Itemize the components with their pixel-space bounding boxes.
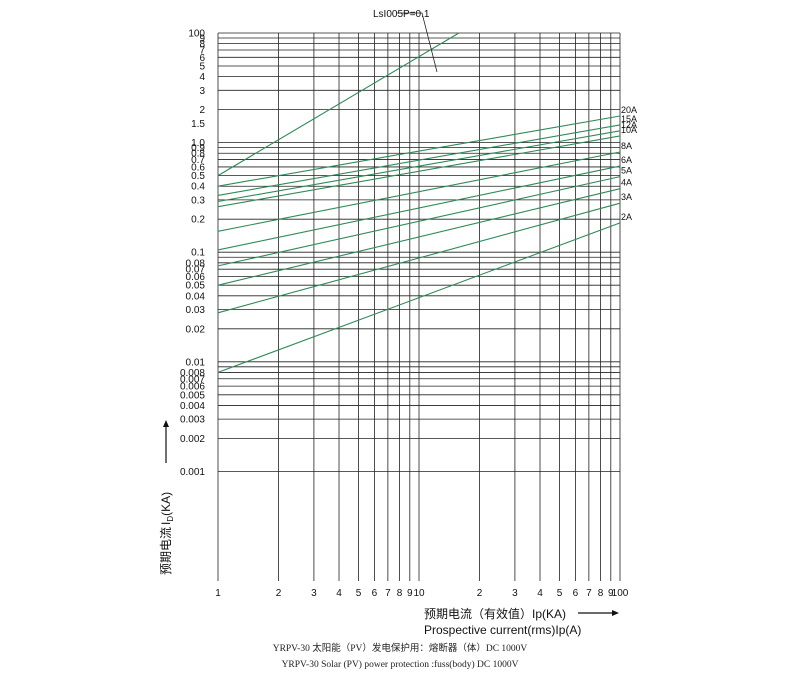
x-axis-title: 预期电流（有效值）Ip(KA) Prospective current(rms)… [424, 606, 619, 637]
y-tick-label: 0.07 [186, 265, 206, 276]
y-tick-label: 0.003 [180, 415, 205, 426]
y-axis-arrow-head [163, 420, 169, 427]
curve-label-20a: 20A [621, 105, 637, 115]
ylabel-unit: (KA) [159, 492, 173, 516]
x-tick-label: 3 [512, 588, 518, 599]
x-tick-label: 9 [407, 588, 413, 599]
y-tick-label: 0.04 [186, 291, 206, 302]
series-line-8a [217, 151, 621, 232]
y-tick-label: 6 [199, 53, 205, 64]
x-tick-label: 5 [356, 588, 362, 599]
ylabel-i: I [159, 522, 173, 525]
series-line-20a [217, 115, 621, 187]
series-line-12a [217, 130, 621, 203]
x-tick-label: 8 [397, 588, 403, 599]
ylabel: 预期电流 ID(KA) [159, 492, 175, 575]
y-tick-label: 0.06 [186, 272, 206, 283]
x-tick-label: 1 [215, 588, 221, 599]
x-tick-label: 2 [276, 588, 282, 599]
grid [217, 32, 621, 581]
x-tick-label: 100 [612, 588, 629, 599]
xlabel-en: Prospective current(rms)Ip(A) [424, 623, 581, 637]
curve-label-10a: 10A [621, 125, 637, 135]
y-tick-label: 0.007 [180, 374, 205, 385]
y-tick-label: 0.5 [191, 171, 205, 182]
y-tick-label: 0.006 [180, 382, 205, 393]
series-line-5a [217, 176, 621, 267]
annotation-label: LsI005P=0.1 [373, 9, 430, 20]
series-line-4a [217, 188, 621, 286]
y-tick-label: 4 [199, 72, 205, 83]
y-tick-label: 5 [199, 61, 205, 72]
y-tick-label: 8 [199, 39, 205, 50]
y-tick-label: 0.9 [191, 143, 205, 154]
y-tick-label: 0.3 [191, 195, 205, 206]
y-tick-label: 0.02 [186, 324, 206, 335]
annotation-leader [396, 12, 438, 73]
curve-label-4a: 4A [621, 178, 632, 188]
curve-label-6a: 6A [621, 155, 632, 165]
curve-label-8a: 8A [621, 141, 632, 151]
series-lines [217, 32, 621, 373]
caption-english: YRPV-30 Solar (PV) power protection :fus… [281, 660, 519, 670]
x-tick-label: 7 [385, 588, 391, 599]
y-axis-title: 预期电流 ID(KA) [159, 420, 175, 575]
series-line-10a [217, 135, 621, 208]
xlabel-cn: 预期电流（有效值）Ip(KA) [424, 606, 566, 621]
y-tick-label: 0.001 [180, 467, 205, 478]
x-tick-label: 6 [372, 588, 378, 599]
y-tick-label: 3 [199, 86, 205, 97]
y-tick-label: 0.05 [186, 281, 206, 292]
chart: 1 2 3 4 5 6 7 8 9 10 2 3 4 5 6 7 8 9100100987654321.51.00… [159, 9, 637, 637]
ylabel-cn: 预期电流 [159, 527, 173, 575]
y-tick-label: 9 [199, 34, 205, 45]
y-tick-label: 0.002 [180, 434, 205, 445]
y-tick-label: 0.004 [180, 401, 205, 412]
x-tick-label: 8 [598, 588, 604, 599]
y-tick-label: 100 [188, 29, 205, 40]
x-tick-label: 4 [537, 588, 543, 599]
x-tick-label: 4 [336, 588, 342, 599]
x-tick-label: 5 [557, 588, 563, 599]
y-tick-label: 0.7 [191, 155, 205, 166]
y-tick-label: 0.4 [191, 182, 205, 193]
y-tick-label: 0.6 [191, 162, 205, 173]
curve-label-5a: 5A [621, 166, 632, 176]
curve-label-3a: 3A [621, 192, 632, 202]
tick-labels: 1 2 3 4 5 6 7 8 9 10 2 3 4 5 6 7 8 9100100987654321.51.00… [180, 29, 629, 600]
y-tick-label: 1.5 [191, 119, 205, 130]
y-tick-label: 0.008 [180, 368, 205, 379]
x-tick-label: 3 [311, 588, 317, 599]
series-line-2a [217, 222, 621, 373]
x-tick-label: 10 [413, 588, 425, 599]
y-tick-label: 1.0 [191, 138, 205, 149]
series-line-lsi005p-0-1 [217, 32, 460, 177]
x-tick-label: 2 [477, 588, 483, 599]
curve-label-2a: 2A [621, 212, 632, 222]
caption-chinese: YRPV-30 太阳能（PV）发电保护用：熔断器（体）DC 1000V [272, 644, 528, 654]
y-tick-label: 0.1 [191, 248, 205, 259]
y-tick-label: 0.08 [186, 258, 206, 269]
curve-label-12a: 12A [621, 120, 637, 130]
y-tick-label: 7 [199, 45, 205, 56]
series-line-6a [217, 165, 621, 251]
x-tick-label: 7 [586, 588, 592, 599]
y-tick-label: 0.8 [191, 149, 205, 160]
y-tick-label: 0.005 [180, 390, 205, 401]
y-tick-label: 0.03 [186, 305, 206, 316]
curve-label-15a: 15A [621, 114, 637, 124]
ylabel-sub: D [166, 516, 175, 522]
series-line-3a [217, 202, 621, 314]
x-axis-arrow-head [612, 610, 619, 616]
y-tick-label: 0.2 [191, 215, 205, 226]
y-tick-label: 0.01 [186, 357, 206, 368]
series-line-15a [217, 124, 621, 196]
y-tick-label: 2 [199, 105, 205, 116]
x-tick-label: 6 [573, 588, 579, 599]
x-tick-label: 9 [608, 588, 614, 599]
top-annotation: LsI005P=0.1 [373, 9, 438, 73]
